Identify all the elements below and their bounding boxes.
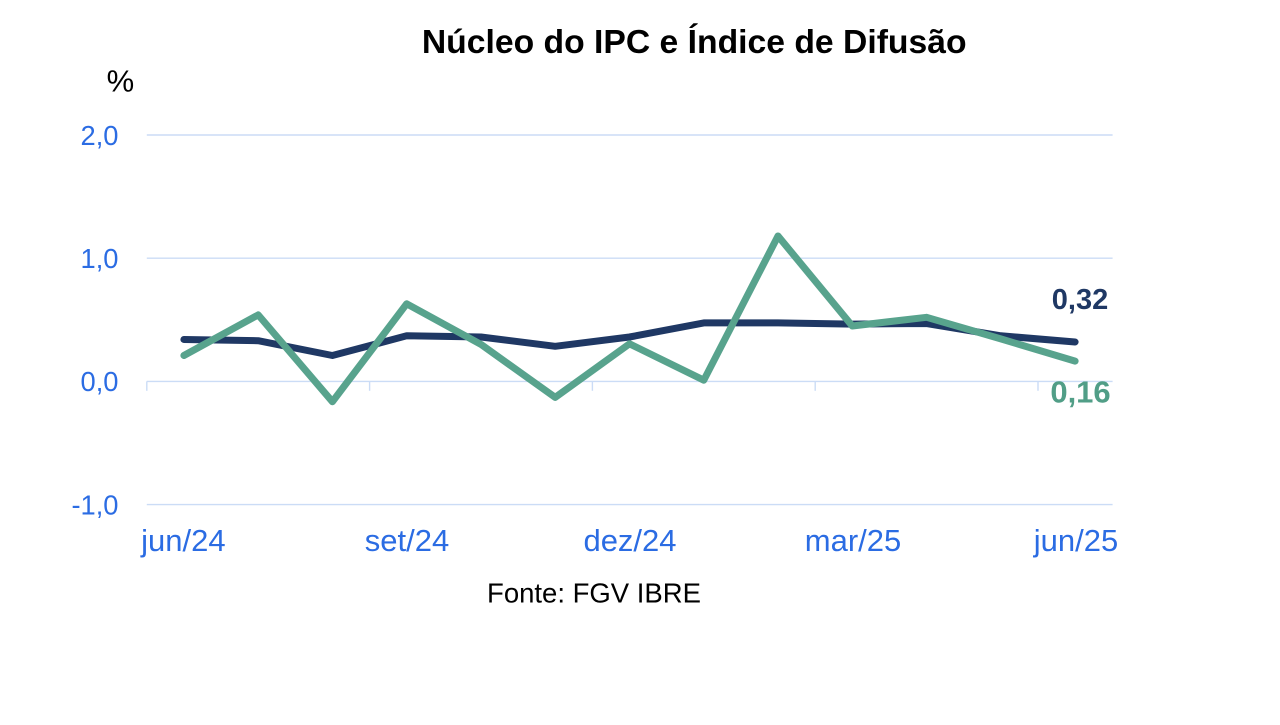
svg-text:%: % — [107, 63, 135, 98]
svg-text:2,0: 2,0 — [81, 120, 119, 151]
svg-text:-1,0: -1,0 — [71, 489, 118, 520]
svg-text:1,0: 1,0 — [81, 243, 119, 274]
svg-text:jun/24: jun/24 — [140, 523, 225, 558]
svg-text:0,0: 0,0 — [81, 366, 119, 397]
svg-text:set/24: set/24 — [365, 523, 449, 558]
svg-text:mar/25: mar/25 — [805, 523, 901, 558]
svg-text:Fonte: FGV IBRE: Fonte: FGV IBRE — [487, 578, 701, 609]
svg-text:jun/25: jun/25 — [1033, 523, 1118, 558]
svg-text:Núcleo do IPC e Índice de Difu: Núcleo do IPC e Índice de Difusão — [422, 23, 967, 61]
svg-text:dez/24: dez/24 — [583, 523, 676, 558]
svg-text:0,32: 0,32 — [1052, 284, 1108, 316]
svg-text:0,16: 0,16 — [1050, 375, 1110, 410]
